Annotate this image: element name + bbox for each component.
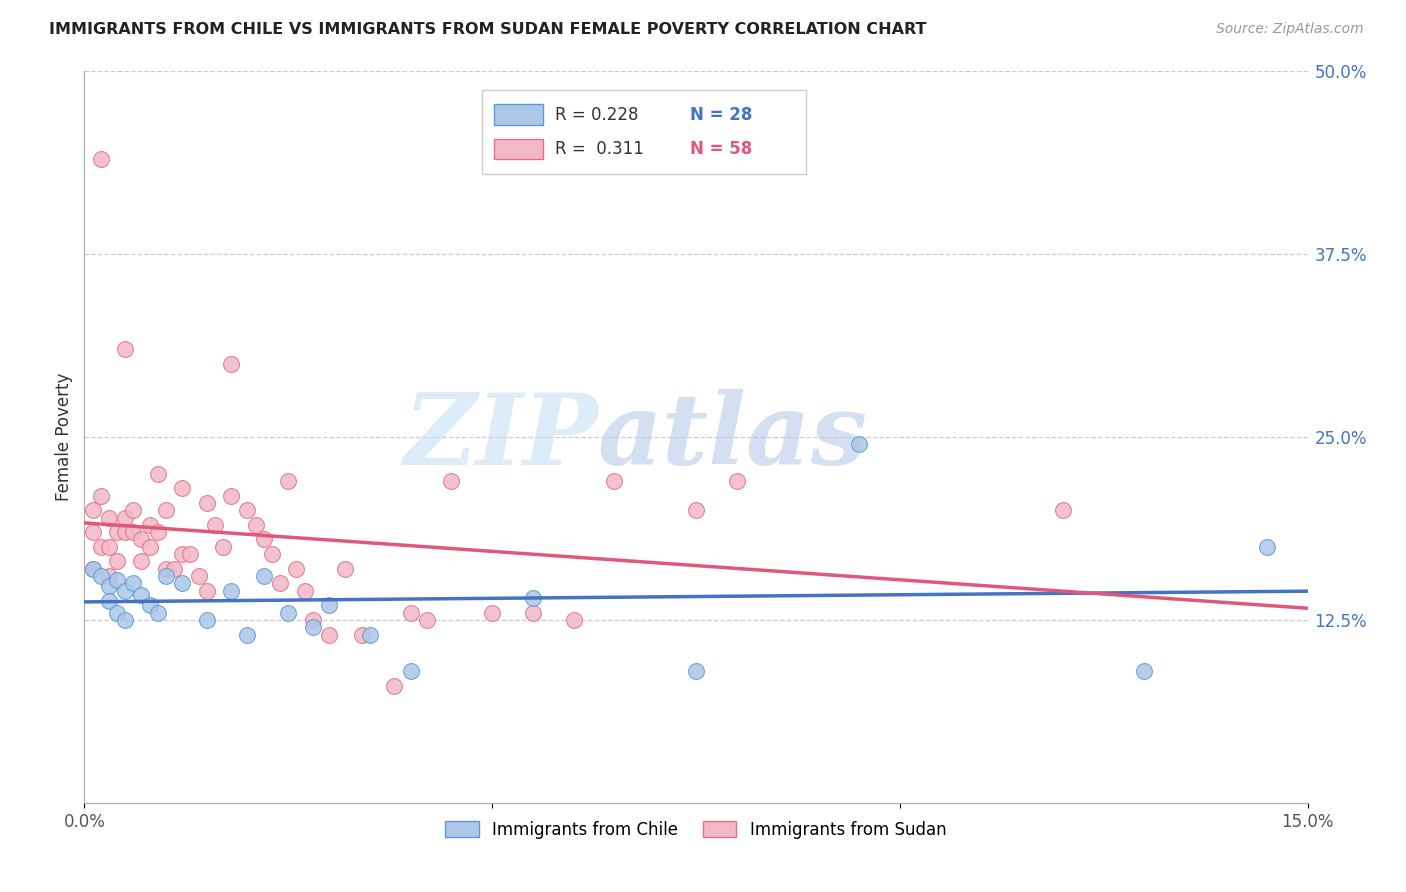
FancyBboxPatch shape (494, 138, 543, 159)
Point (301, 620, 323, 634)
Point (301, 613, 323, 627)
Point (82, 503, 104, 517)
Legend: Immigrants from Chile, Immigrants from Sudan: Immigrants from Chile, Immigrants from S… (439, 814, 953, 846)
Point (269, 576, 291, 591)
Point (685, 503, 707, 517)
Point (219, 489, 242, 503)
Point (155, 562, 177, 576)
Point (179, 547, 201, 561)
Point (146, 606, 169, 620)
Point (172, 481, 194, 495)
FancyBboxPatch shape (482, 90, 806, 174)
Point (399, 606, 422, 620)
Point (172, 576, 194, 591)
Point (245, 517, 267, 532)
Point (97, 594, 120, 608)
Point (603, 474, 626, 488)
Point (82, 562, 104, 576)
Point (138, 517, 160, 532)
Point (335, 562, 357, 576)
Point (131, 533, 153, 547)
Point (90, 152, 112, 166)
Text: IMMIGRANTS FROM CHILE VS IMMIGRANTS FROM SUDAN FEMALE POVERTY CORRELATION CHART: IMMIGRANTS FROM CHILE VS IMMIGRANTS FROM… (49, 22, 927, 37)
Point (212, 540, 235, 554)
Point (138, 599, 160, 613)
Text: atlas: atlas (598, 389, 868, 485)
Point (359, 627, 381, 641)
Point (440, 474, 463, 488)
Point (90, 569, 112, 583)
Y-axis label: Female Poverty: Female Poverty (55, 373, 73, 501)
Point (155, 503, 177, 517)
Point (562, 613, 585, 627)
Text: R = 0.228: R = 0.228 (555, 105, 638, 123)
Point (416, 613, 439, 627)
Point (155, 569, 177, 583)
Point (253, 533, 276, 547)
Point (131, 554, 153, 568)
Point (90, 540, 112, 554)
Text: ZIP: ZIP (404, 389, 598, 485)
Point (122, 576, 145, 591)
Text: R =  0.311: R = 0.311 (555, 140, 644, 158)
Point (90, 489, 112, 503)
Point (105, 554, 128, 568)
Point (138, 540, 160, 554)
Point (399, 664, 422, 678)
Point (685, 664, 707, 678)
Point (122, 503, 145, 517)
Point (260, 547, 283, 561)
Point (294, 583, 316, 598)
Point (97, 540, 120, 554)
Point (131, 588, 153, 602)
Point (253, 569, 276, 583)
Point (163, 562, 186, 576)
Point (318, 599, 340, 613)
Text: N = 28: N = 28 (690, 105, 752, 123)
Point (219, 583, 242, 598)
Point (105, 525, 128, 540)
Point (318, 627, 340, 641)
Point (114, 343, 136, 357)
Text: Source: ZipAtlas.com: Source: ZipAtlas.com (1216, 22, 1364, 37)
Point (114, 525, 136, 540)
Point (105, 606, 128, 620)
Point (219, 357, 242, 371)
Point (122, 525, 145, 540)
Point (522, 606, 544, 620)
FancyBboxPatch shape (494, 104, 543, 125)
Point (195, 583, 218, 598)
Point (725, 474, 748, 488)
Point (82, 562, 104, 576)
Point (350, 627, 373, 641)
Point (105, 574, 128, 588)
Point (146, 467, 169, 481)
Point (236, 627, 259, 641)
Point (195, 613, 218, 627)
Point (1052, 503, 1074, 517)
Point (97, 569, 120, 583)
Point (97, 579, 120, 593)
Point (382, 679, 405, 693)
Point (204, 517, 226, 532)
Point (187, 569, 209, 583)
Point (146, 525, 169, 540)
Point (114, 613, 136, 627)
Point (114, 583, 136, 598)
Point (481, 606, 503, 620)
Point (114, 510, 136, 524)
Point (285, 562, 308, 576)
Point (1256, 540, 1278, 554)
Point (97, 510, 120, 524)
Point (82, 525, 104, 540)
Text: N = 58: N = 58 (690, 140, 752, 158)
Point (236, 503, 259, 517)
Point (1133, 664, 1156, 678)
Point (195, 496, 218, 510)
Point (522, 591, 544, 605)
Point (848, 437, 870, 451)
Point (172, 547, 194, 561)
Point (277, 606, 299, 620)
Point (277, 474, 299, 488)
